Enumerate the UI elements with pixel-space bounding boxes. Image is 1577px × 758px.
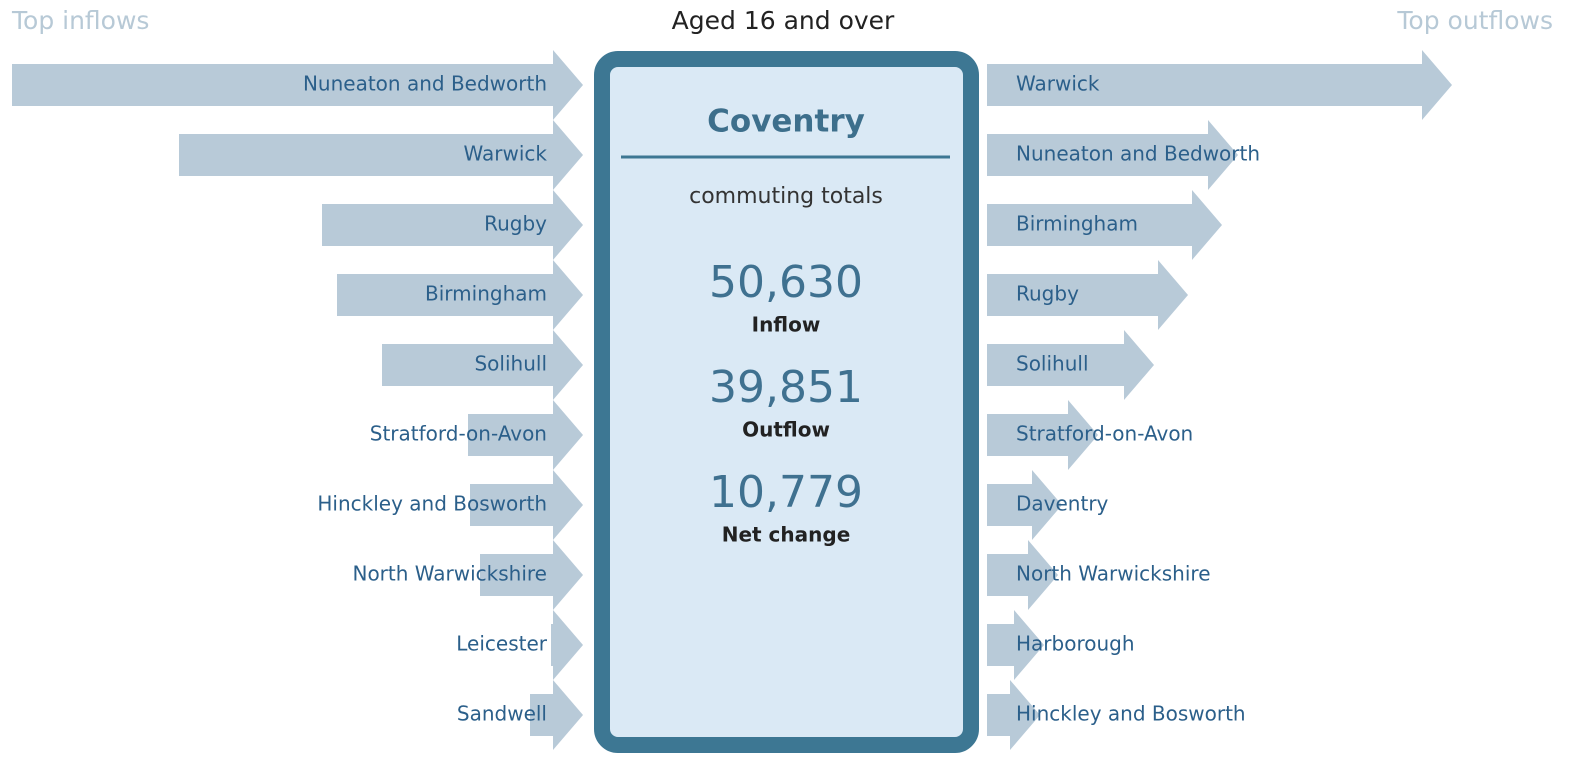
outflow-label: Solihull: [1016, 352, 1089, 376]
outflow-label: Warwick: [1016, 72, 1100, 96]
inflow-label: Sandwell: [457, 702, 547, 726]
outflow-label: Stratford-on-Avon: [1016, 422, 1193, 446]
inflow-arrow: [179, 120, 583, 190]
inflow-label: Birmingham: [425, 282, 547, 306]
inflow-label: Nuneaton and Bedworth: [303, 72, 547, 96]
outflow-arrow: [987, 610, 1044, 680]
total-label: Net change: [722, 523, 851, 547]
place: Coventry: [707, 104, 865, 140]
right-heading: Top outflows: [1396, 6, 1553, 35]
inflow-arrow: [322, 190, 583, 260]
outflow-label: Rugby: [1016, 282, 1079, 306]
inflow-arrow: [551, 610, 583, 680]
total-label: Outflow: [742, 418, 830, 442]
inflow-label: Leicester: [456, 632, 548, 656]
inflow-arrow: [337, 260, 583, 330]
outflow-label: Nuneaton and Bedworth: [1016, 142, 1260, 166]
outflow-arrow: [987, 470, 1062, 540]
inflow-arrow: [382, 330, 583, 400]
total-value: 39,851: [709, 362, 863, 413]
outflow-label: North Warwickshire: [1016, 562, 1211, 586]
outflow-arrow: [987, 260, 1188, 330]
inflow-arrow: [470, 470, 583, 540]
inflow-arrow: [468, 400, 583, 470]
inflow-arrow: [12, 50, 583, 120]
outflow-arrow: [987, 190, 1222, 260]
subtitle: commuting totals: [689, 184, 883, 209]
outflow-label: Hinckley and Bosworth: [1016, 702, 1246, 726]
outflow-label: Birmingham: [1016, 212, 1138, 236]
inflow-label: North Warwickshire: [352, 562, 547, 586]
inflow-label: Stratford-on-Avon: [370, 422, 547, 446]
inflow-arrow: [480, 540, 583, 610]
total-value: 50,630: [709, 257, 863, 308]
outflow-arrow: [987, 50, 1452, 120]
inflow-label: Hinckley and Bosworth: [317, 492, 547, 516]
title: Aged 16 and over: [672, 6, 895, 35]
inflow-label: Rugby: [484, 212, 547, 236]
outflow-arrow: [987, 330, 1154, 400]
total-label: Inflow: [752, 313, 821, 337]
inflow-label: Warwick: [464, 142, 548, 166]
summary-box: [594, 51, 979, 753]
outflow-label: Harborough: [1016, 632, 1135, 656]
outflow-arrow: [987, 680, 1040, 750]
outflow-arrow: [987, 120, 1238, 190]
inflow-label: Solihull: [474, 352, 547, 376]
outflow-label: Daventry: [1016, 492, 1109, 516]
outflow-arrow: [987, 400, 1098, 470]
inflow-arrow: [530, 680, 583, 750]
total-value: 10,779: [709, 467, 863, 518]
left-heading: Top inflows: [11, 6, 149, 35]
outflow-arrow: [987, 540, 1058, 610]
